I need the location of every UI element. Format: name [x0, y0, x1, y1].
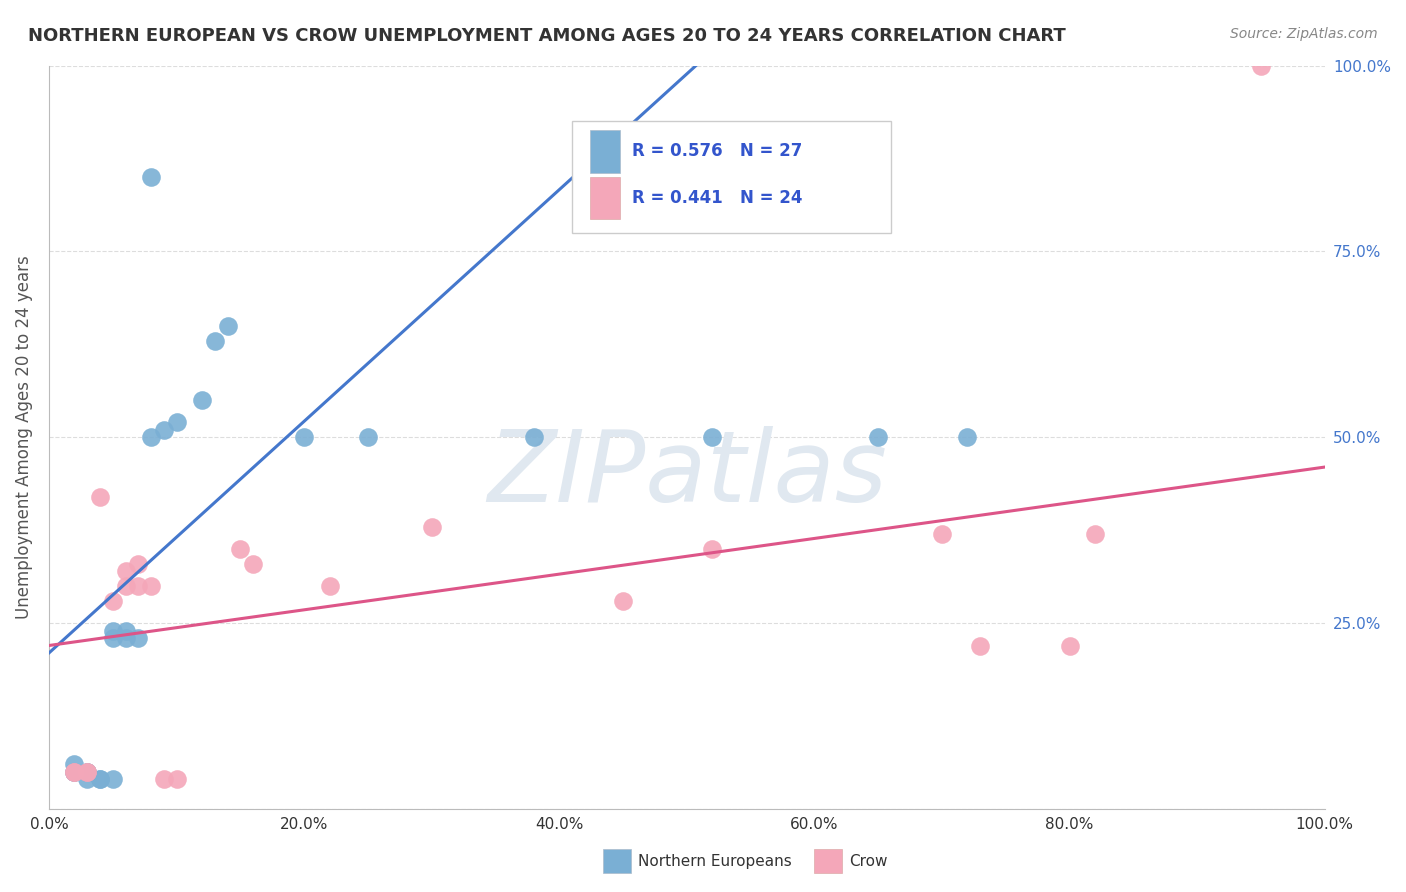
Text: ZIPatlas: ZIPatlas — [486, 426, 887, 523]
Point — [420, 519, 443, 533]
Point — [63, 764, 86, 779]
Point — [139, 579, 162, 593]
Point — [139, 170, 162, 185]
Point — [114, 564, 136, 578]
FancyBboxPatch shape — [572, 121, 891, 233]
Point — [152, 423, 174, 437]
Point — [931, 527, 953, 541]
Point — [1084, 527, 1107, 541]
Point — [217, 318, 239, 333]
Point — [89, 772, 111, 787]
Point — [76, 764, 98, 779]
Point — [76, 764, 98, 779]
Point — [114, 631, 136, 645]
Point — [63, 757, 86, 772]
Text: Northern Europeans: Northern Europeans — [638, 854, 792, 869]
Point — [292, 430, 315, 444]
Text: Source: ZipAtlas.com: Source: ZipAtlas.com — [1230, 27, 1378, 41]
Point — [101, 594, 124, 608]
Point — [956, 430, 979, 444]
Point — [318, 579, 340, 593]
Point — [63, 764, 86, 779]
FancyBboxPatch shape — [591, 130, 620, 173]
Point — [702, 541, 724, 556]
Point — [229, 541, 252, 556]
Point — [612, 594, 634, 608]
Point — [139, 430, 162, 444]
Point — [204, 334, 226, 348]
Point — [166, 772, 188, 787]
Text: R = 0.576   N = 27: R = 0.576 N = 27 — [631, 143, 803, 161]
FancyBboxPatch shape — [591, 178, 620, 219]
Point — [357, 430, 380, 444]
Point — [127, 631, 149, 645]
Point — [242, 557, 264, 571]
Point — [969, 639, 991, 653]
Point — [63, 764, 86, 779]
Point — [702, 430, 724, 444]
Y-axis label: Unemployment Among Ages 20 to 24 years: Unemployment Among Ages 20 to 24 years — [15, 255, 32, 619]
Point — [127, 557, 149, 571]
Point — [89, 772, 111, 787]
Point — [152, 772, 174, 787]
Point — [114, 579, 136, 593]
Point — [191, 393, 214, 408]
Point — [76, 772, 98, 787]
Point — [1059, 639, 1081, 653]
Point — [868, 430, 890, 444]
Text: R = 0.441   N = 24: R = 0.441 N = 24 — [631, 189, 803, 207]
Point — [101, 631, 124, 645]
Point — [166, 416, 188, 430]
Point — [1250, 59, 1272, 73]
Point — [89, 490, 111, 504]
Point — [76, 764, 98, 779]
Point — [63, 764, 86, 779]
Point — [101, 624, 124, 638]
Point — [127, 579, 149, 593]
Point — [114, 624, 136, 638]
Point — [101, 772, 124, 787]
Text: Crow: Crow — [849, 854, 887, 869]
Point — [523, 430, 546, 444]
Text: NORTHERN EUROPEAN VS CROW UNEMPLOYMENT AMONG AGES 20 TO 24 YEARS CORRELATION CHA: NORTHERN EUROPEAN VS CROW UNEMPLOYMENT A… — [28, 27, 1066, 45]
Point — [76, 764, 98, 779]
